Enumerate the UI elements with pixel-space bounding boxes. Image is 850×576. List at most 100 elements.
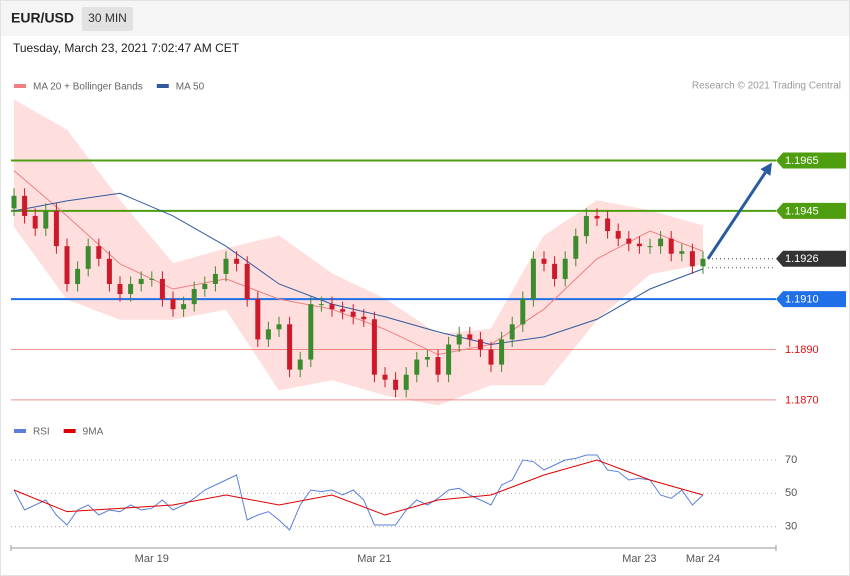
candle-body: [340, 309, 346, 312]
candle-body: [170, 299, 176, 310]
legend-swatch: [14, 84, 26, 88]
timeframe-box: [82, 7, 133, 31]
ma-line: [13, 170, 704, 356]
band-lower: [13, 225, 704, 406]
candle-body: [552, 263, 558, 279]
forecast-arrow: [706, 171, 767, 260]
legend-swatch: [14, 429, 26, 433]
legend-label: 9MA: [83, 427, 104, 438]
candle-body: [615, 231, 621, 239]
candle-body: [234, 258, 240, 264]
y-tick-label: 30: [785, 521, 797, 533]
candle-body: [626, 238, 632, 244]
candle-body: [467, 334, 473, 340]
candle-body: [96, 246, 102, 259]
level-label: 1.1870: [785, 394, 819, 406]
candle-body: [414, 359, 420, 375]
x-tick-label: Mar 23: [622, 553, 656, 565]
subtitle: Tuesday, March 23, 2021 7:02:47 AM CET: [13, 41, 240, 55]
candle-body: [393, 379, 399, 390]
candle-body: [318, 304, 324, 306]
candle-body: [446, 344, 452, 375]
legend-swatch: [63, 429, 76, 433]
candle-body: [32, 215, 38, 229]
candle-body: [181, 304, 187, 310]
candle-body: [689, 251, 695, 267]
candle-body: [191, 289, 197, 305]
level-box: [776, 202, 846, 219]
legend-swatch: [156, 84, 169, 88]
candle-body: [424, 357, 430, 360]
header-bar: [1, 1, 849, 36]
legend-label: MA 50: [176, 82, 205, 93]
timeframe: 30 MIN: [88, 11, 127, 25]
level-label: 1.1890: [785, 344, 819, 356]
candle-body: [117, 283, 123, 295]
level-box: [776, 152, 846, 169]
candle-body: [435, 357, 441, 375]
ma-line: [13, 192, 704, 345]
candle-body: [128, 283, 134, 295]
candle-body: [403, 374, 409, 390]
chart-title: EUR/USD: [11, 10, 74, 26]
candle-body: [658, 238, 664, 247]
candle-body: [106, 258, 112, 284]
candle-body: [520, 299, 526, 325]
y-tick-label: 50: [785, 487, 797, 499]
candle-body: [647, 246, 653, 248]
candle-body: [499, 339, 505, 365]
level-label: 1.1926: [785, 253, 819, 265]
candle-body: [244, 263, 250, 300]
candle-body: [159, 278, 165, 300]
candle-body: [583, 215, 589, 237]
x-tick-label: Mar 19: [135, 553, 169, 565]
x-tick-label: Mar 21: [357, 553, 391, 565]
candle-body: [562, 258, 568, 279]
level-box: [776, 250, 846, 267]
candle-body: [361, 316, 367, 320]
candle-body: [668, 238, 674, 254]
level-box: [776, 291, 846, 308]
candle-body: [75, 268, 81, 284]
candle-body: [700, 258, 706, 267]
x-tick-label: Mar 24: [686, 553, 720, 565]
legend-label: RSI: [33, 427, 50, 438]
candle-body: [297, 359, 303, 370]
candle-body: [488, 349, 494, 365]
candle-body: [456, 334, 462, 345]
candle-body: [636, 243, 642, 247]
candle-body: [223, 258, 229, 274]
candle-body: [276, 324, 282, 330]
candle-body: [573, 236, 579, 259]
forecast-arrowhead: [760, 162, 772, 176]
rsi-line: [13, 454, 704, 531]
y-tick-label: 70: [785, 454, 797, 466]
candle-body: [212, 273, 218, 284]
legend-label: MA 20 + Bollinger Bands: [33, 82, 143, 93]
candle-body: [594, 215, 600, 219]
candle-body: [255, 299, 261, 340]
candle-body: [350, 311, 356, 317]
candle-body: [329, 304, 335, 310]
candle-body: [530, 258, 536, 300]
candle-body: [287, 324, 293, 370]
candle-body: [202, 283, 208, 290]
level-label: 1.1910: [785, 294, 819, 306]
candle-body: [679, 251, 685, 254]
candle-body: [605, 218, 611, 232]
candle-body: [85, 246, 91, 269]
candle-body: [265, 329, 271, 340]
candle-body: [371, 319, 377, 375]
source: Research © 2021 Trading Central: [692, 81, 841, 92]
candle-body: [477, 339, 483, 350]
candle-body: [64, 246, 70, 284]
candle-body: [509, 324, 515, 340]
band-fill: [14, 100, 703, 405]
candle-body: [11, 195, 17, 209]
plot-layer: MA 20 + Bollinger Bands MA 50 1.1965 1.1945…: [10, 82, 846, 565]
candle-body: [53, 210, 59, 247]
candle-body: [43, 210, 49, 229]
level-label: 1.1945: [785, 205, 819, 217]
candle-body: [22, 195, 28, 216]
